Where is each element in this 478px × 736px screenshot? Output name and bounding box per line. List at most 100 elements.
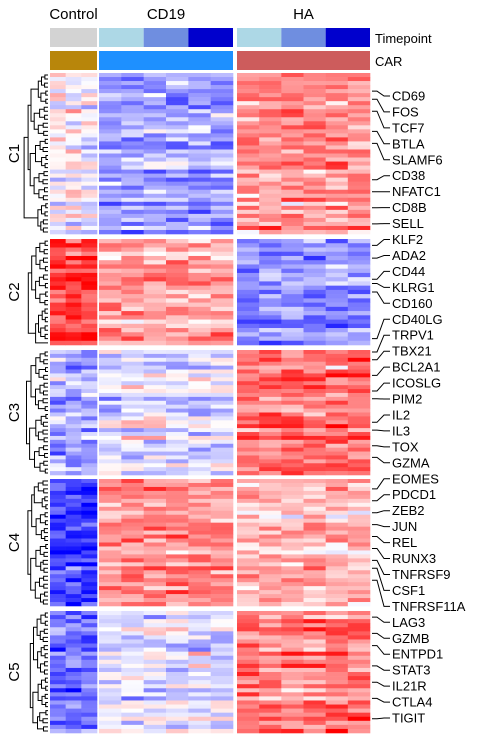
heatmap-cell <box>81 482 98 488</box>
heatmap-cell <box>281 101 304 106</box>
heatmap-cell <box>210 667 234 673</box>
heatmap-cell <box>259 221 282 227</box>
heatmap-cell <box>281 700 304 705</box>
heatmap-cell <box>347 688 371 693</box>
gene-label: CTLA4 <box>392 695 432 710</box>
heatmap-cell <box>237 357 260 363</box>
heatmap-cell <box>65 522 82 527</box>
heatmap-cell <box>166 260 189 265</box>
heatmap-cell <box>347 655 371 661</box>
heatmap-cell <box>143 306 167 312</box>
heatmap-cell <box>121 566 144 571</box>
heatmap-cell <box>188 97 211 102</box>
heatmap-cell <box>121 117 144 122</box>
heatmap-cell <box>121 611 144 616</box>
heatmap-cell <box>50 502 66 508</box>
heatmap-cell <box>166 542 189 547</box>
heatmap-cell <box>121 570 144 575</box>
heatmap-cell <box>188 655 211 661</box>
heatmap-cell <box>121 85 144 90</box>
heatmap-cell <box>81 538 98 543</box>
heatmap-cell <box>143 336 167 342</box>
heatmap-cell <box>259 396 282 402</box>
heatmap-cell <box>281 281 304 286</box>
heatmap-cell <box>81 298 98 303</box>
heatmap-cell <box>65 704 82 709</box>
heatmap-cell <box>143 594 167 599</box>
heatmap-cell <box>50 582 66 587</box>
heatmap-cell <box>210 623 234 628</box>
heatmap-cell <box>303 692 326 697</box>
heatmap-cell <box>99 432 122 437</box>
heatmap-cell <box>166 121 189 126</box>
heatmap-cell <box>347 357 371 363</box>
heatmap-cell <box>281 173 304 178</box>
heatmap-cell <box>121 229 144 235</box>
heatmap-cell <box>143 357 167 363</box>
heatmap-cell <box>143 239 167 244</box>
heatmap-cell <box>259 272 282 278</box>
heatmap-cell <box>303 490 326 496</box>
heatmap-cell <box>210 598 234 603</box>
heatmap-cell <box>325 459 349 464</box>
heatmap-cell <box>210 289 234 295</box>
heatmap-cell <box>166 268 189 274</box>
heatmap-cell <box>166 647 189 652</box>
heatmap-cell <box>188 639 211 644</box>
heatmap-cell <box>259 455 282 460</box>
heatmap-cell <box>281 490 304 496</box>
heatmap-cell <box>99 459 122 464</box>
heatmap-cell <box>347 319 371 325</box>
heatmap-cell <box>99 109 122 114</box>
heatmap-cell <box>121 113 144 118</box>
gene-leader-line <box>372 366 390 376</box>
heatmap-cell <box>347 428 371 433</box>
heatmap-cell <box>143 639 167 644</box>
heatmap-cell <box>65 684 82 689</box>
heatmap-cell <box>347 534 371 539</box>
heatmap-cell <box>81 189 98 195</box>
heatmap-cell <box>50 251 66 257</box>
heatmap-cell <box>99 149 122 154</box>
heatmap-cell <box>325 336 349 342</box>
heatmap-cell <box>81 720 98 726</box>
heatmap-cell <box>303 443 326 448</box>
heatmap-cell <box>303 447 326 452</box>
heatmap-cell <box>347 169 371 174</box>
heatmap-cell <box>188 479 211 484</box>
heatmap-cell <box>259 667 282 673</box>
heatmap-cell <box>237 137 260 142</box>
heatmap-cell <box>325 498 349 504</box>
heatmap-cell <box>50 688 66 693</box>
heatmap-cell <box>237 221 260 227</box>
heatmap-cell <box>99 97 122 102</box>
heatmap-cell <box>210 490 234 496</box>
heatmap-cell <box>237 667 260 673</box>
heatmap-cell <box>259 534 282 539</box>
heatmap-cell <box>188 435 211 441</box>
heatmap-cell <box>237 479 260 484</box>
heatmap-cell <box>210 173 234 178</box>
heatmap-cell <box>143 173 167 178</box>
heatmap-cell <box>259 149 282 154</box>
heatmap-cell <box>121 77 144 82</box>
heatmap-cell <box>259 113 282 118</box>
heatmap-cell <box>259 392 282 398</box>
heatmap-cell <box>188 647 211 652</box>
heatmap-cell <box>188 173 211 178</box>
heatmap-cell <box>281 611 304 616</box>
heatmap-cell <box>50 181 66 187</box>
heatmap-cell <box>237 157 260 162</box>
heatmap-cell <box>210 439 234 445</box>
heatmap-cell <box>325 611 349 616</box>
heatmap-cell <box>143 667 167 673</box>
heatmap-cell <box>65 400 82 405</box>
heatmap-cell <box>325 451 349 456</box>
heatmap-cell <box>210 471 234 476</box>
heatmap-cell <box>210 696 234 701</box>
heatmap-cell <box>65 229 82 235</box>
heatmap-cell <box>143 506 167 512</box>
heatmap-cell <box>325 133 349 138</box>
heatmap-cell <box>347 323 371 329</box>
heatmap-cell <box>121 289 144 295</box>
